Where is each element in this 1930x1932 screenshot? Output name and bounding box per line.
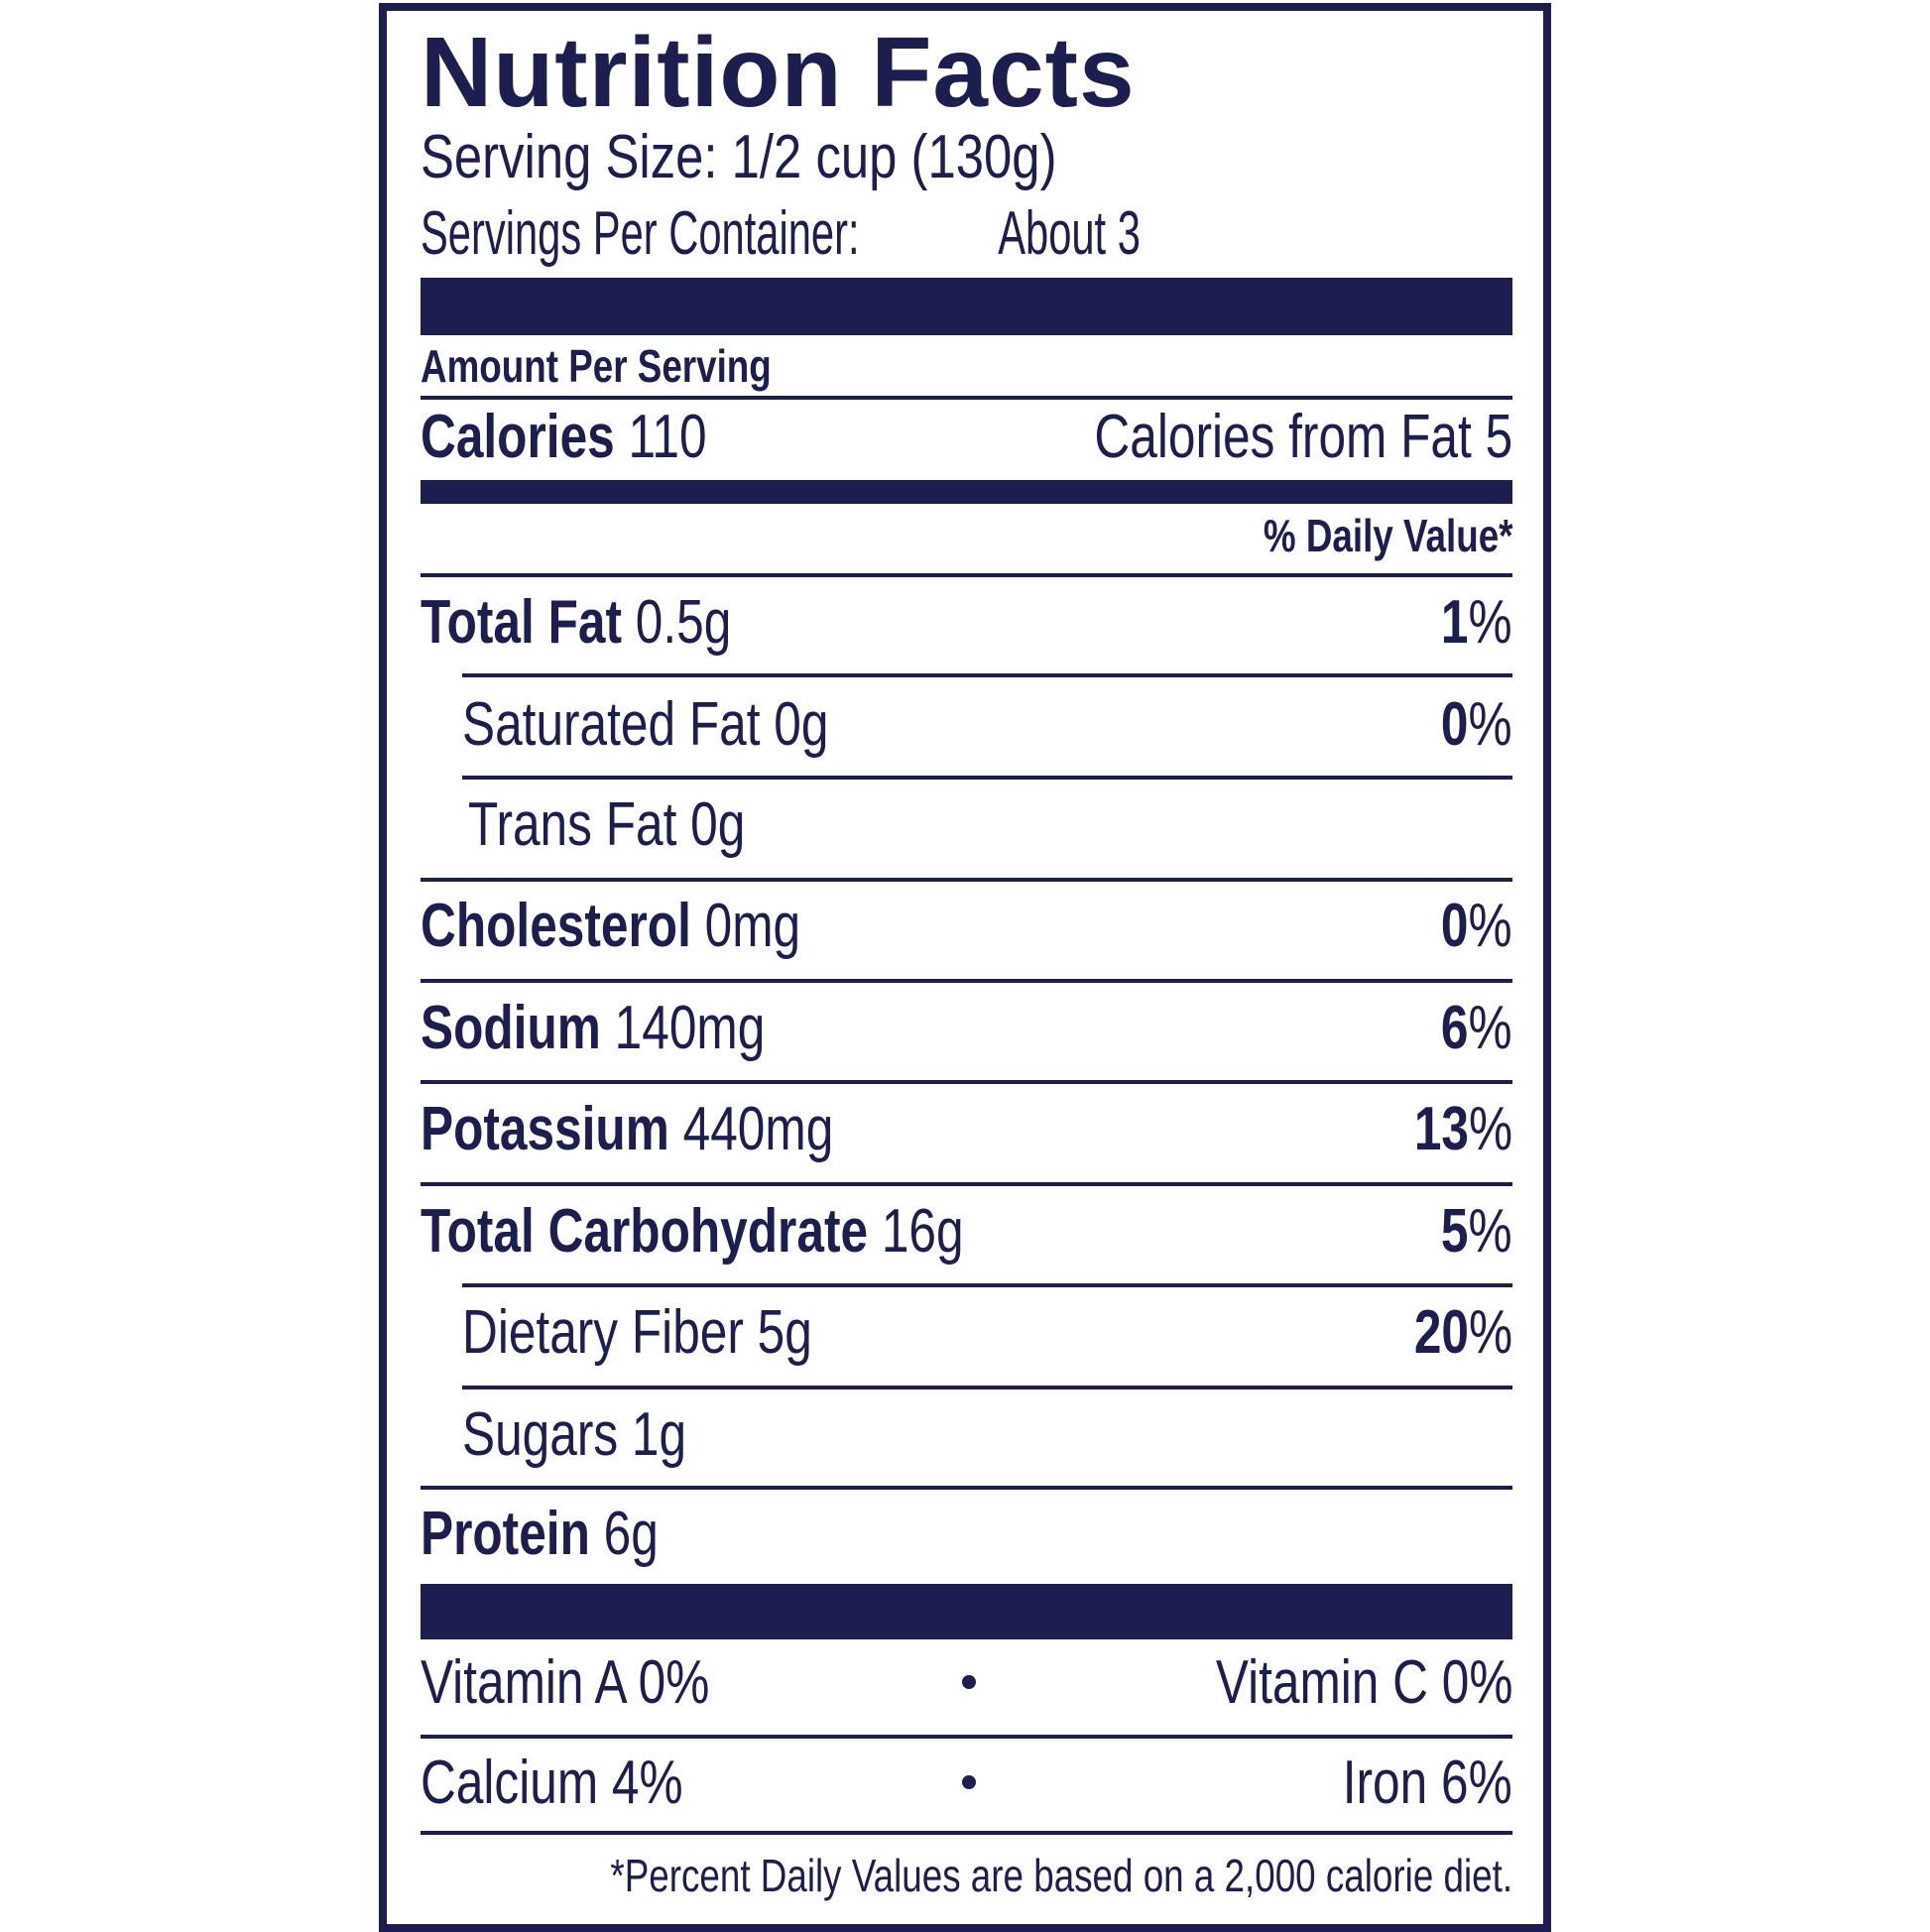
percent-sign: % bbox=[1468, 587, 1512, 657]
daily-value-header-text: % Daily Value* bbox=[1263, 510, 1512, 561]
nutrient-row-cholesterol: Cholesterol 0mg 0% bbox=[421, 881, 1512, 970]
vitamin-c: Vitamin C 0% bbox=[1215, 1647, 1512, 1717]
percent-sign: % bbox=[1468, 1196, 1512, 1266]
servings-per-container-value: About 3 bbox=[998, 199, 1141, 268]
daily-value: 6 bbox=[1441, 993, 1469, 1062]
divider bbox=[421, 1080, 1512, 1084]
iron: Iron 6% bbox=[1343, 1748, 1512, 1817]
amount-per-serving-text: Amount Per Serving bbox=[421, 340, 772, 392]
calories-row: Calories 110 Calories from Fat 5 bbox=[421, 392, 1512, 481]
daily-value: 5 bbox=[1441, 1196, 1469, 1266]
divider bbox=[462, 673, 1512, 677]
servings-per-container-label: Servings Per Container: bbox=[421, 199, 860, 268]
nutrient-row-saturated-fat: Saturated Fat 0g 0% bbox=[462, 679, 1512, 769]
nutrient-amount: 440mg bbox=[682, 1094, 834, 1163]
daily-value: 13 bbox=[1413, 1094, 1469, 1163]
bullet-icon bbox=[962, 1775, 976, 1789]
nutrient-name: Sodium bbox=[421, 993, 601, 1062]
nutrient-row-potassium: Potassium 440mg 13% bbox=[421, 1084, 1512, 1173]
footnote: *Percent Daily Values are based on a 2,0… bbox=[421, 1831, 1512, 1920]
bullet-icon bbox=[962, 1675, 976, 1689]
divider bbox=[421, 573, 1512, 577]
daily-value: 1 bbox=[1441, 587, 1469, 657]
thick-divider bbox=[421, 1584, 1512, 1639]
nutrient-row-trans-fat: Trans Fat 0g bbox=[468, 780, 1518, 869]
calcium: Calcium 4% bbox=[421, 1748, 683, 1817]
daily-value: 0 bbox=[1441, 891, 1469, 960]
nutrient-amount: 0mg bbox=[704, 891, 801, 960]
divider bbox=[462, 1283, 1512, 1287]
divider bbox=[421, 1735, 1512, 1739]
daily-value-header: % Daily Value* bbox=[421, 491, 1512, 580]
medium-divider bbox=[421, 480, 1512, 504]
label-title: Nutrition Facts bbox=[421, 17, 1136, 128]
vitamin-a: Vitamin A 0% bbox=[421, 1647, 710, 1717]
nutrient-name: Cholesterol bbox=[421, 891, 691, 960]
percent-sign: % bbox=[1468, 993, 1512, 1062]
amount-per-serving: Amount Per Serving bbox=[421, 321, 1512, 411]
divider bbox=[421, 396, 1512, 400]
serving-size-text: Serving Size: 1/2 cup (130g) bbox=[421, 123, 1057, 191]
footnote-text: *Percent Daily Values are based on a 2,0… bbox=[610, 1850, 1512, 1901]
servings-per-container: Servings Per Container: About 3 bbox=[421, 199, 1512, 269]
divider bbox=[421, 979, 1512, 983]
divider bbox=[462, 776, 1512, 780]
nutrient-name: Total Fat bbox=[421, 587, 622, 657]
percent-sign: % bbox=[1468, 1094, 1512, 1163]
nutrient-name: Protein bbox=[421, 1499, 590, 1568]
percent-sign: % bbox=[1468, 689, 1512, 759]
daily-value: 0 bbox=[1441, 689, 1469, 759]
label-border bbox=[379, 3, 1551, 1932]
calories-value: 110 bbox=[628, 402, 707, 471]
nutrient-row-protein: Protein 6g bbox=[421, 1489, 1512, 1578]
nutrient-row-sodium: Sodium 140mg 6% bbox=[421, 983, 1512, 1072]
nutrient-name: Sugars 1g bbox=[462, 1399, 687, 1469]
percent-sign: % bbox=[1468, 1297, 1512, 1367]
mineral-row: Calcium 4% Iron 6% bbox=[421, 1738, 1512, 1827]
divider bbox=[421, 1831, 1512, 1835]
nutrient-row-total-fat: Total Fat 0.5g 1% bbox=[421, 577, 1512, 666]
nutrient-amount: 16g bbox=[881, 1196, 964, 1266]
vitamin-row: Vitamin A 0% Vitamin C 0% bbox=[421, 1637, 1512, 1727]
nutrient-amount: 140mg bbox=[614, 993, 766, 1062]
nutrient-amount: 6g bbox=[603, 1499, 659, 1568]
nutrient-name: Saturated Fat 0g bbox=[462, 689, 829, 759]
nutrient-name: Trans Fat 0g bbox=[468, 789, 746, 859]
daily-value: 20 bbox=[1413, 1297, 1469, 1367]
nutrient-name: Potassium bbox=[421, 1094, 669, 1163]
divider bbox=[462, 1386, 1512, 1389]
divider bbox=[421, 878, 1512, 882]
nutrient-name: Total Carbohydrate bbox=[421, 1196, 869, 1266]
nutrient-amount: 0.5g bbox=[635, 587, 732, 657]
calories-from-fat: Calories from Fat 5 bbox=[1094, 402, 1512, 471]
calories-label: Calories bbox=[421, 402, 615, 471]
divider bbox=[421, 1486, 1512, 1490]
nutrient-row-total-carbohydrate: Total Carbohydrate 16g 5% bbox=[421, 1186, 1512, 1275]
serving-size: Serving Size: 1/2 cup (130g) bbox=[421, 123, 1512, 192]
nutrient-name: Dietary Fiber 5g bbox=[462, 1297, 812, 1367]
thick-divider bbox=[421, 278, 1512, 335]
divider bbox=[421, 1182, 1512, 1186]
nutrient-row-dietary-fiber: Dietary Fiber 5g 20% bbox=[462, 1287, 1512, 1377]
nutrient-row-sugars: Sugars 1g bbox=[462, 1389, 1512, 1479]
percent-sign: % bbox=[1468, 891, 1512, 960]
